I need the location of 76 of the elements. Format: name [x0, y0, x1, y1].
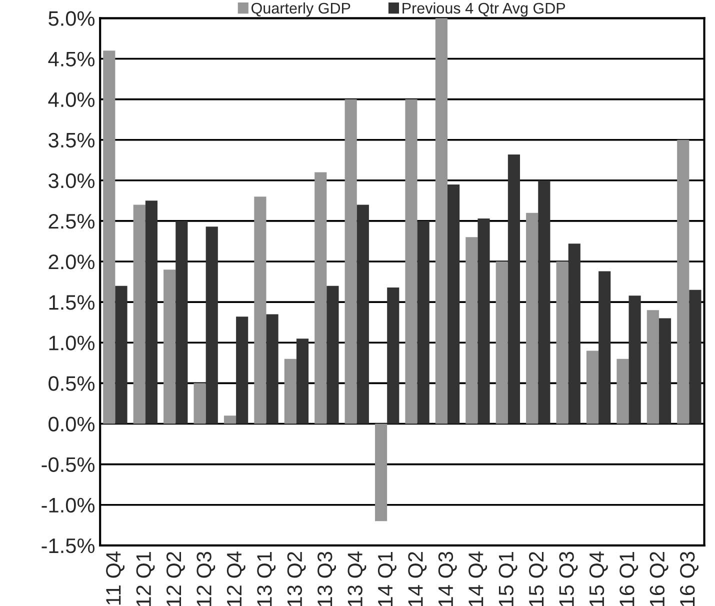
bar	[677, 140, 690, 424]
y-tick-label: -1.0%	[42, 498, 94, 513]
x-tick-label: 12 Q1	[136, 552, 155, 606]
y-tick-label: 4.5%	[48, 52, 94, 66]
y-tick-label: 1.5%	[49, 295, 94, 310]
x-tick-label: 15 Q2	[528, 552, 548, 606]
y-tick-label: -1.5%	[42, 538, 94, 554]
bar	[417, 220, 430, 424]
bar	[478, 218, 490, 424]
x-tick-label: 14 Q4	[468, 552, 488, 606]
x-tick-label: 14 Q1	[378, 552, 396, 606]
x-tick-label: 15 Q4	[589, 552, 608, 606]
bar	[133, 204, 146, 424]
bar	[296, 338, 309, 424]
bar	[658, 318, 672, 424]
bar	[405, 99, 418, 424]
bar	[646, 310, 659, 424]
bar	[164, 270, 176, 424]
y-tick-label: 3.5%	[48, 132, 94, 148]
bar	[206, 226, 218, 424]
bar	[586, 350, 599, 424]
y-tick-label: 4.0%	[48, 92, 94, 108]
bar	[145, 200, 158, 424]
x-tick-label: 16 Q2	[650, 552, 668, 606]
bar	[387, 287, 400, 424]
y-tick-label: 0.0%	[48, 416, 94, 432]
y-tick-label: 1.0%	[49, 336, 94, 350]
bar	[466, 237, 478, 424]
bar	[103, 50, 116, 424]
bar	[224, 416, 236, 424]
x-tick-label: 15 Q3	[559, 552, 578, 606]
bar	[326, 286, 339, 424]
x-tick-label: 13 Q4	[348, 552, 366, 606]
bar	[254, 196, 266, 424]
bar	[628, 296, 641, 424]
bar	[526, 212, 538, 424]
bar	[538, 180, 550, 424]
bar	[508, 154, 520, 424]
x-tick-label: 12 Q4	[226, 552, 246, 606]
x-tick-label: 12 Q3	[196, 552, 216, 606]
x-tick-label: 14 Q3	[438, 552, 457, 606]
bar	[435, 18, 448, 424]
y-tick-label: 2.0%	[48, 254, 94, 270]
bar	[314, 172, 327, 424]
x-tick-label: 13 Q1	[257, 552, 276, 606]
x-tick-label: 16 Q1	[620, 552, 638, 606]
y-tick-label: 0.5%	[48, 376, 94, 391]
bar	[448, 184, 460, 424]
y-tick-label: 3.0%	[48, 173, 94, 188]
x-tick-label: 15 Q1	[498, 552, 518, 606]
bar	[344, 99, 357, 424]
bar	[568, 244, 580, 424]
x-tick-label: 13 Q2	[287, 552, 306, 606]
y-tick-label: -0.5%	[42, 457, 94, 472]
bar	[689, 290, 702, 424]
x-tick-label: 13 Q3	[318, 552, 336, 606]
bar	[176, 220, 188, 424]
bar	[194, 383, 206, 424]
legend-label: Previous 4 Qtr Avg GDP	[402, 2, 566, 17]
bar	[496, 262, 508, 424]
bar	[356, 204, 369, 424]
bar	[556, 262, 568, 424]
x-tick-label: 11 Q4	[106, 552, 125, 605]
bar	[598, 271, 611, 424]
bar	[115, 286, 128, 424]
bar	[266, 314, 278, 424]
bar	[375, 424, 388, 522]
x-tick-label: 16 Q3	[680, 552, 698, 606]
x-tick-label: 12 Q2	[166, 552, 185, 606]
legend-label: Quarterly GDP	[252, 2, 350, 17]
bar	[284, 358, 296, 424]
y-tick-label: 5.0%	[48, 11, 94, 26]
bar	[616, 358, 629, 424]
x-tick-label: 14 Q2	[408, 552, 427, 606]
y-tick-label: 2.5%	[48, 214, 94, 229]
bar	[236, 316, 248, 424]
